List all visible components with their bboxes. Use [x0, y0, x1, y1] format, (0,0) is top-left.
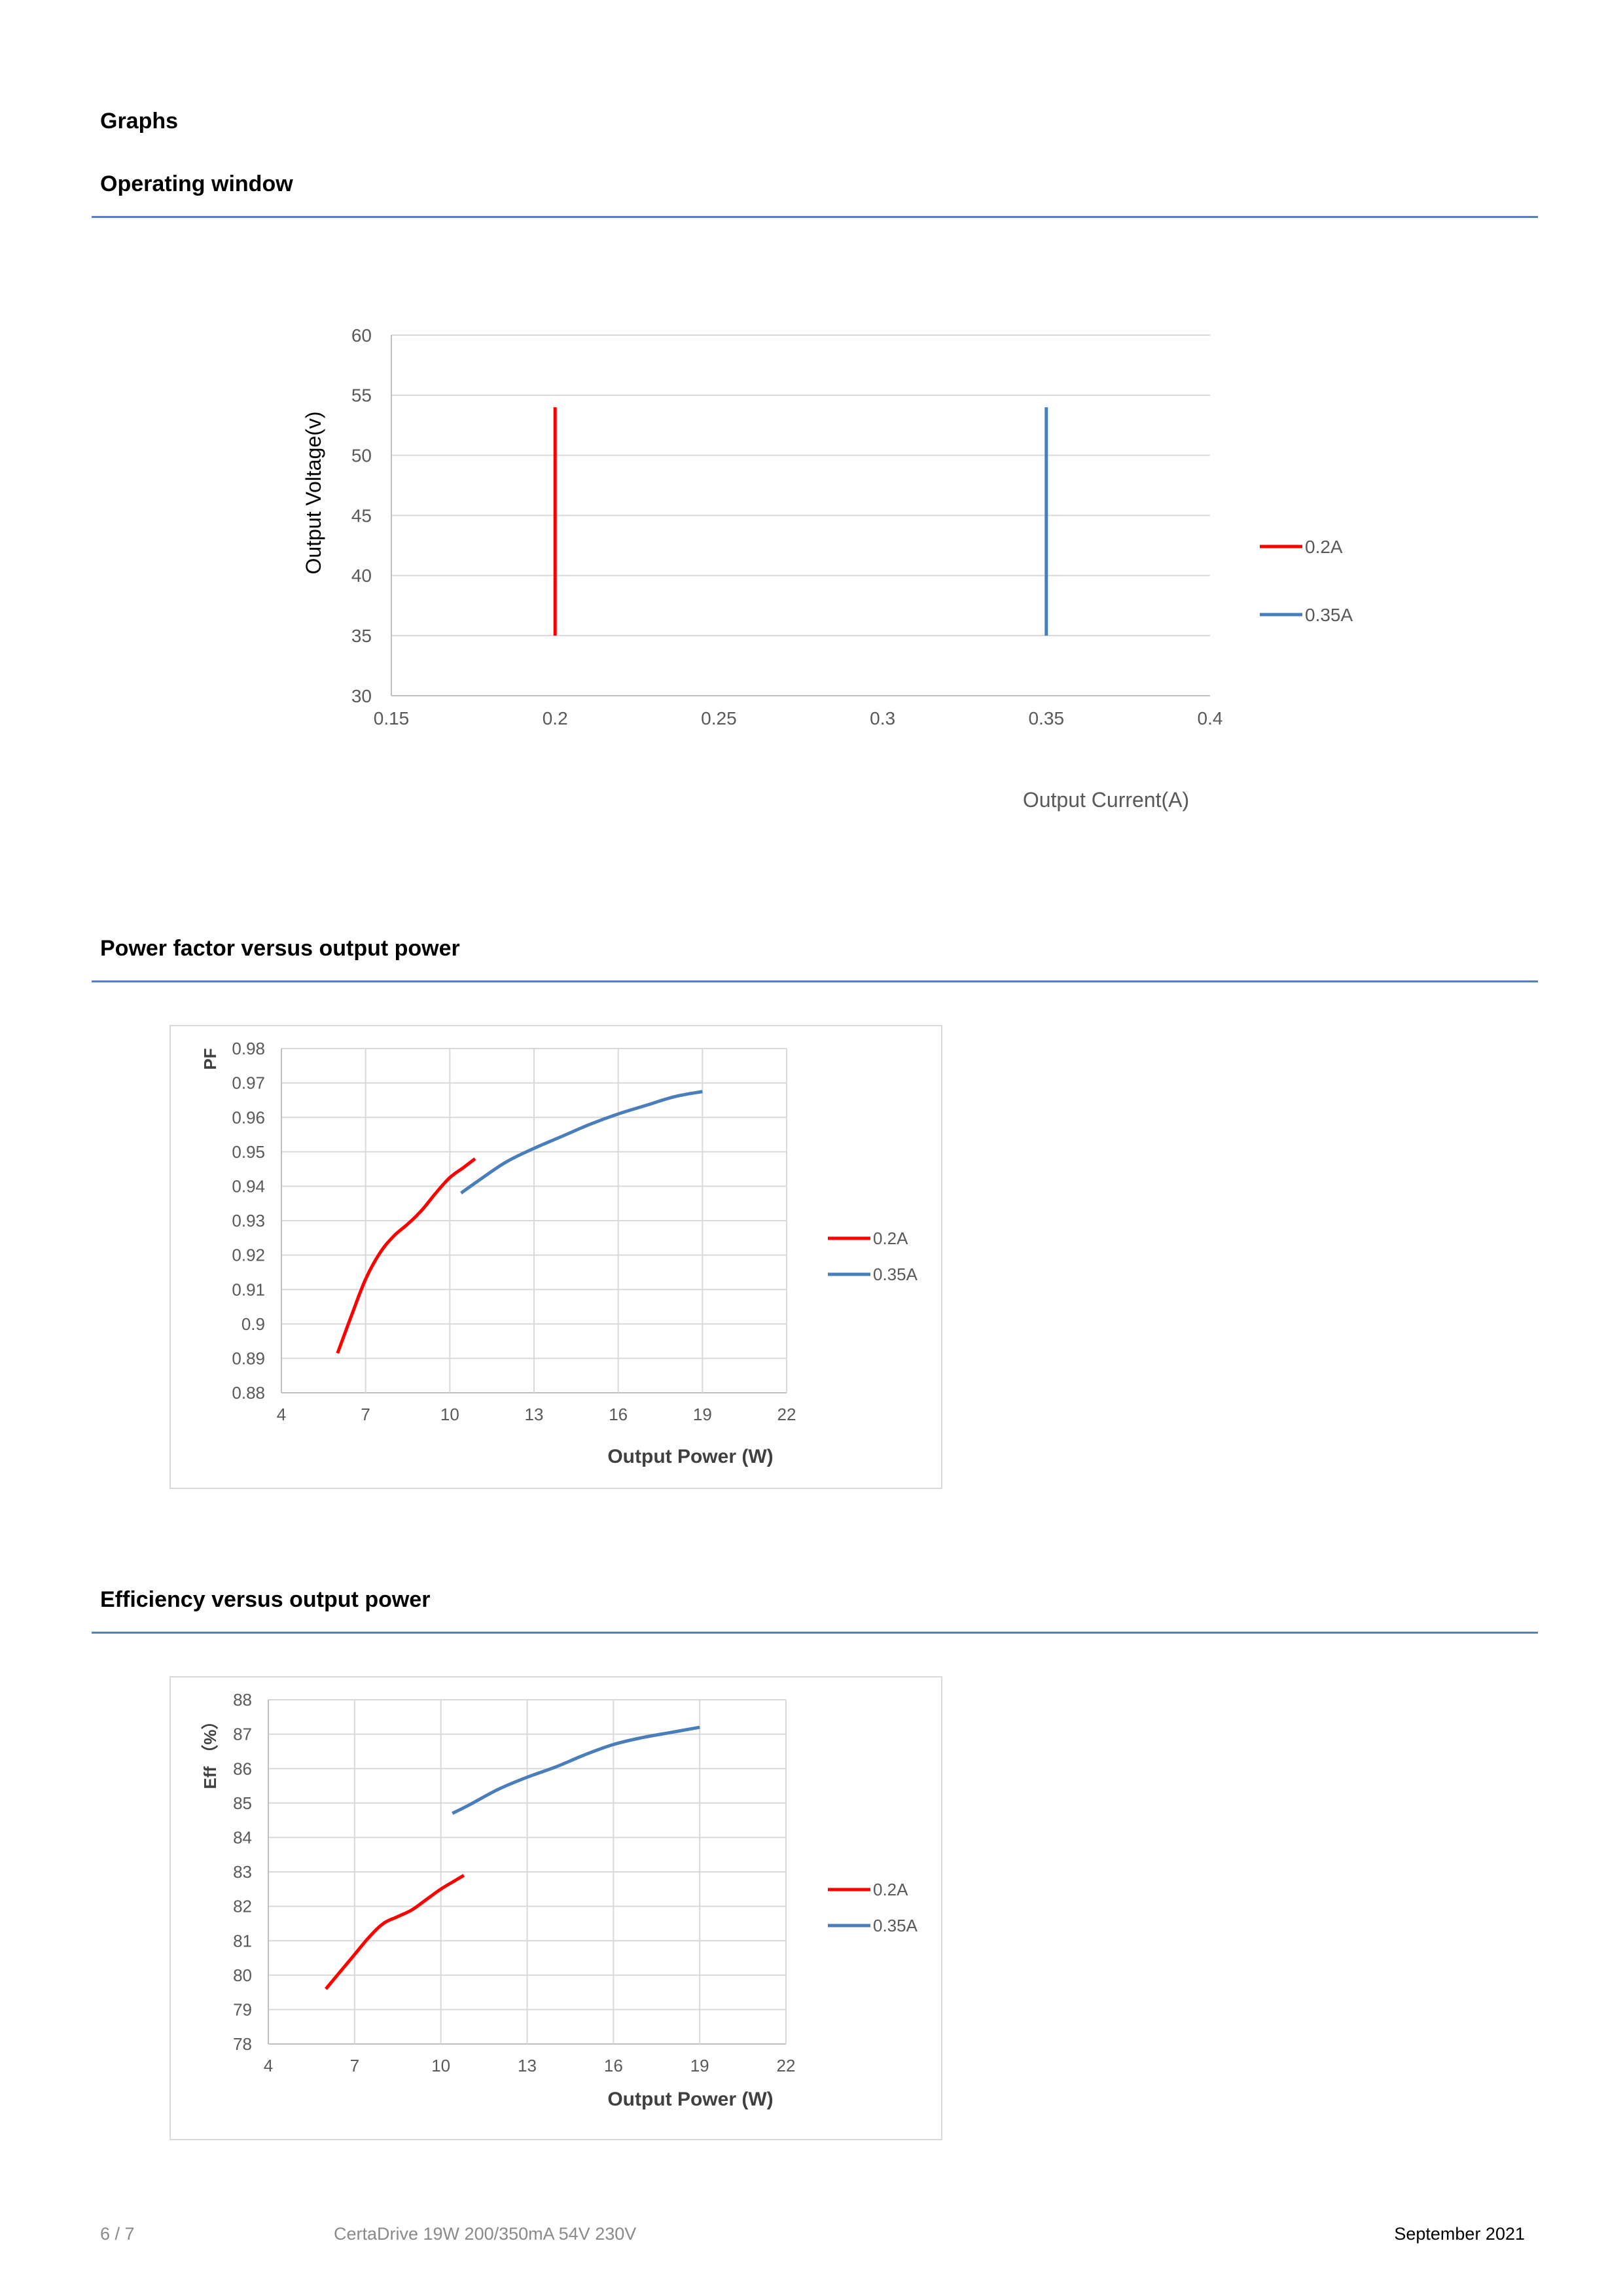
series-line-0-2a: [324, 1874, 465, 1990]
x-tick-label: 22: [777, 1405, 796, 1424]
x-axis-label: Output Current(A): [1023, 788, 1189, 812]
x-axis-label: Output Power (W): [607, 1446, 773, 1467]
y-tick-label: 0.88: [232, 1383, 265, 1403]
series-line-0-35a: [452, 1725, 700, 1815]
legend-label: 0.2A: [873, 1229, 908, 1248]
x-tick-label: 13: [525, 1405, 544, 1424]
y-tick-label: 0.95: [232, 1142, 265, 1162]
y-axis-label: Eff （%）: [200, 1712, 220, 1789]
power-factor-chart: 0.88 0.89 0.9 0.91 0.92 0.93 0.94 0.95 0.96 0.97 0…: [169, 1025, 942, 1489]
legend-label: 0.2A: [1305, 537, 1343, 557]
y-tick-label: 87: [233, 1725, 252, 1744]
y-tick-label: 82: [233, 1897, 252, 1916]
x-tick-label: 16: [609, 1405, 628, 1424]
chart-frame: [169, 1025, 942, 1489]
y-tick-label: 0.93: [232, 1211, 265, 1230]
legend-label: 0.35A: [873, 1265, 918, 1284]
footer-product-name: CertaDrive 19W 200/350mA 54V 230V: [334, 2224, 637, 2244]
y-tick-label: 79: [233, 2000, 252, 2020]
section-divider: [92, 980, 1538, 982]
x-tick-label: 7: [350, 2056, 359, 2075]
x-tick-label: 7: [361, 1405, 370, 1424]
efficiency-chart: 78 79 80 81 82 83 84 85 86 87 88 4 7 10 13 16 19 22 Eff （%…: [169, 1676, 942, 2140]
x-tick-label: 0.15: [374, 708, 410, 728]
y-tick-label: 0.97: [232, 1073, 265, 1093]
y-tick-label: 83: [233, 1862, 252, 1882]
y-tick-label: 80: [233, 1965, 252, 1985]
x-tick-label: 0.35: [1029, 708, 1065, 728]
y-tick-label: 86: [233, 1759, 252, 1778]
page-heading: Graphs: [100, 109, 179, 134]
y-tick-label: 81: [233, 1931, 252, 1950]
x-tick-label: 10: [431, 2056, 450, 2075]
y-tick-label: 0.98: [232, 1039, 265, 1058]
y-tick-label: 45: [351, 505, 372, 526]
y-tick-label: 85: [233, 1793, 252, 1813]
x-tick-label: 19: [693, 1405, 712, 1424]
chart-frame: [169, 1676, 942, 2140]
y-tick-label: 50: [351, 445, 372, 465]
x-tick-label: 4: [277, 1405, 286, 1424]
y-axis-label: PF: [200, 1048, 220, 1069]
y-tick-label: 0.96: [232, 1107, 265, 1127]
y-tick-label: 0.91: [232, 1280, 265, 1299]
x-axis-label: Output Power (W): [607, 2089, 773, 2110]
series-line-0-35a: [460, 1090, 703, 1194]
x-tick-label: 10: [440, 1405, 459, 1424]
legend-label: 0.35A: [873, 1916, 918, 1935]
section-divider: [92, 216, 1538, 218]
y-tick-label: 30: [351, 686, 372, 706]
y-tick-label: 0.92: [232, 1246, 265, 1265]
footer-date: September 2021: [1394, 2224, 1525, 2244]
y-tick-label: 35: [351, 626, 372, 646]
y-tick-label: 88: [233, 1690, 252, 1710]
y-tick-label: 40: [351, 565, 372, 586]
y-tick-label: 0.89: [232, 1349, 265, 1369]
section-title-efficiency: Efficiency versus output power: [100, 1587, 431, 1612]
legend-label: 0.2A: [873, 1880, 908, 1899]
y-tick-label: 78: [233, 2034, 252, 2054]
section-title-operating-window: Operating window: [100, 171, 293, 196]
y-tick-label: 55: [351, 386, 372, 406]
x-tick-label: 0.4: [1198, 708, 1223, 728]
x-tick-label: 0.3: [870, 708, 895, 728]
x-tick-label: 19: [690, 2056, 709, 2075]
page-number: 6 / 7: [100, 2224, 135, 2244]
x-tick-label: 13: [518, 2056, 537, 2075]
legend-label: 0.35A: [1305, 605, 1353, 625]
section-divider: [92, 1632, 1538, 1634]
x-tick-label: 4: [264, 2056, 273, 2075]
series-line-0-2a: [336, 1157, 476, 1354]
y-tick-label: 0.9: [241, 1314, 265, 1334]
operating-window-chart: 30 35 40 45 50 55 60 0.15 0.2 0.25 0.3 0.35 0.4 Outpu…: [302, 325, 1353, 812]
x-tick-label: 0.2: [543, 708, 568, 728]
y-tick-label: 84: [233, 1828, 252, 1848]
y-tick-label: 0.94: [232, 1177, 265, 1196]
section-title-power-factor: Power factor versus output power: [100, 936, 460, 961]
x-tick-label: 16: [604, 2056, 623, 2075]
y-tick-label: 60: [351, 325, 372, 346]
x-tick-label: 22: [777, 2056, 796, 2075]
y-axis-label: Output Voltage(v): [302, 411, 325, 574]
x-tick-label: 0.25: [701, 708, 737, 728]
